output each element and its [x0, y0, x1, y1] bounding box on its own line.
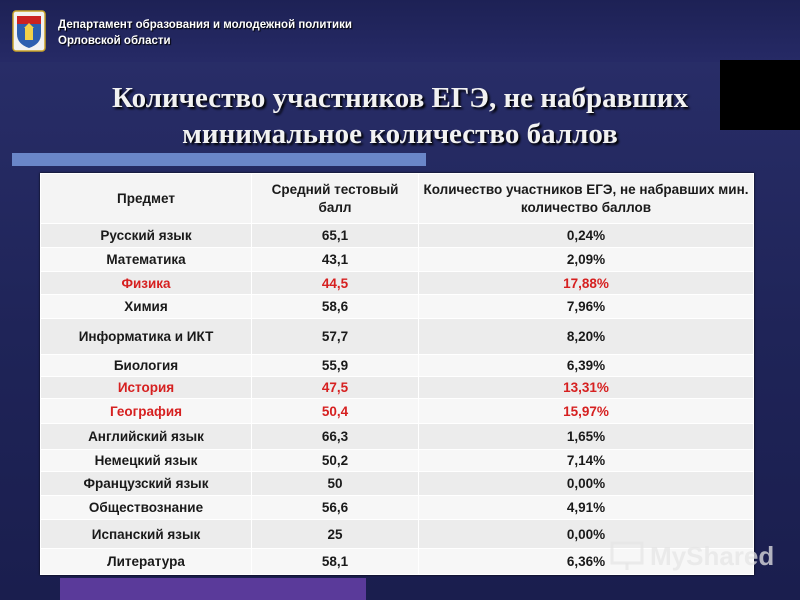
cell-average-score: 25 [251, 519, 419, 549]
cell-failed-percent: 0,24% [418, 222, 754, 249]
cell-failed-percent: 17,88% [418, 271, 754, 295]
coat-of-arms-icon [12, 10, 46, 52]
header-failed-count: Количество участников ЕГЭ, не набравших … [418, 173, 754, 224]
title-line-2: минимальное количество баллов [182, 118, 618, 150]
table-row: Информатика и ИКТ 57,7 8,20% [40, 317, 754, 356]
table-row: География 50,4 15,97% [40, 398, 754, 424]
cell-average-score: 65,1 [251, 222, 419, 249]
results-table: Предмет Средний тестовый балл Количество… [40, 173, 754, 576]
watermark: MyShared [610, 537, 780, 575]
department-line-2: Орловской области [58, 35, 171, 47]
cell-failed-percent: 8,20% [418, 317, 754, 356]
cell-subject: Обществознание [40, 495, 252, 521]
cell-subject: Немецкий язык [40, 448, 252, 473]
cell-average-score: 50,4 [251, 398, 419, 424]
department-name: Департамент образования и молодежной пол… [58, 17, 352, 49]
watermark-text: MyShared [650, 540, 775, 571]
slide-title: Количество участников ЕГЭ, не набравших … [0, 80, 800, 152]
title-line-1: Количество участников ЕГЭ, не набравших [112, 82, 688, 114]
cell-average-score: 50,2 [251, 448, 419, 473]
cell-subject: Французский язык [40, 471, 252, 497]
cell-average-score: 43,1 [251, 247, 419, 273]
table-row: Математика 43,1 2,09% [40, 247, 754, 273]
cell-failed-percent: 13,31% [418, 376, 754, 400]
table-row: Химия 58,6 7,96% [40, 293, 754, 319]
cell-average-score: 50 [251, 471, 419, 497]
cell-failed-percent: 1,65% [418, 422, 754, 450]
table-body: Русский язык 65,1 0,24% Математика 43,1 2,09%… [40, 222, 754, 576]
cell-subject: Биология [40, 354, 252, 378]
cell-failed-percent: 7,96% [418, 293, 754, 319]
cell-subject: Испанский язык [40, 519, 252, 549]
cell-average-score: 56,6 [251, 495, 419, 521]
table-row: Русский язык 65,1 0,24% [40, 222, 754, 249]
cell-average-score: 58,6 [251, 293, 419, 319]
cell-failed-percent: 0,00% [418, 471, 754, 497]
cell-subject: Физика [40, 271, 252, 295]
cell-failed-percent: 6,39% [418, 354, 754, 378]
cell-average-score: 55,9 [251, 354, 419, 378]
table-row: Испанский язык 25 0,00% [40, 519, 754, 549]
cell-failed-percent: 15,97% [418, 398, 754, 424]
bottom-accent-bar [60, 578, 366, 600]
cell-failed-percent: 2,09% [418, 247, 754, 273]
table-row: Биология 55,9 6,39% [40, 354, 754, 378]
cell-subject: Математика [40, 247, 252, 273]
header-subject: Предмет [40, 173, 252, 224]
table-row: Французский язык 50 0,00% [40, 471, 754, 497]
table-row: Физика 44,5 17,88% [40, 271, 754, 295]
cell-subject: География [40, 398, 252, 424]
department-line-1: Департамент образования и молодежной пол… [58, 19, 352, 31]
cell-subject: Литература [40, 547, 252, 576]
top-banner: Департамент образования и молодежной пол… [0, 0, 800, 62]
cell-average-score: 66,3 [251, 422, 419, 450]
cell-average-score: 57,7 [251, 317, 419, 356]
cell-average-score: 47,5 [251, 376, 419, 400]
results-table-container: Предмет Средний тестовый балл Количество… [40, 173, 754, 576]
cell-subject: Русский язык [40, 222, 252, 249]
table-row: Английский язык 66,3 1,65% [40, 422, 754, 450]
table-row: История 47,5 13,31% [40, 376, 754, 400]
decorative-block [720, 60, 800, 130]
table-row: Литература 58,1 6,36% [40, 547, 754, 576]
cell-average-score: 44,5 [251, 271, 419, 295]
cell-subject: Химия [40, 293, 252, 319]
cell-average-score: 58,1 [251, 547, 419, 576]
cell-subject: Информатика и ИКТ [40, 317, 252, 356]
cell-failed-percent: 4,91% [418, 495, 754, 521]
cell-subject: История [40, 376, 252, 400]
presentation-icon [610, 541, 644, 570]
cell-failed-percent: 7,14% [418, 448, 754, 473]
table-row: Немецкий язык 50,2 7,14% [40, 448, 754, 473]
cell-subject: Английский язык [40, 422, 252, 450]
cell-failed-percent: 6,36% [418, 547, 754, 576]
table-row: Обществознание 56,6 4,91% [40, 495, 754, 521]
header-average-score: Средний тестовый балл [251, 173, 419, 224]
title-underline [12, 153, 426, 166]
